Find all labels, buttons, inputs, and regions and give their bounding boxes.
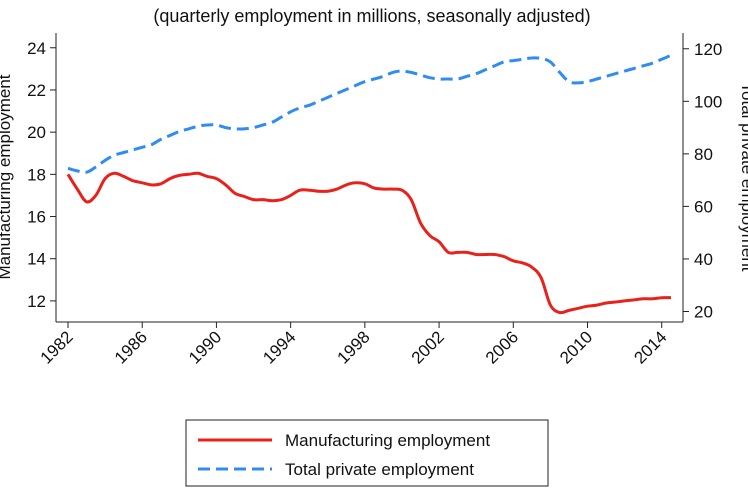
right-tick-label: 100 <box>694 92 722 111</box>
legend-box <box>185 419 549 487</box>
x-tick-label: 1990 <box>185 327 225 367</box>
left-tick-label: 16 <box>27 208 46 227</box>
x-tick-label: 1998 <box>334 327 374 367</box>
left-tick-label: 14 <box>27 250 46 269</box>
x-tick-label: 2014 <box>630 327 670 367</box>
left-axis-ticks: 12 14 16 18 20 22 24 <box>27 39 56 311</box>
left-tick-label: 24 <box>27 39 46 58</box>
right-tick-label: 60 <box>694 197 713 216</box>
left-tick-label: 22 <box>27 81 46 100</box>
legend-label-total-private: Total private employment <box>285 460 474 479</box>
left-tick-label: 12 <box>27 292 46 311</box>
x-tick-label: 2002 <box>408 327 448 367</box>
right-axis-title: Total private employment <box>738 83 748 272</box>
x-tick-label: 1994 <box>259 327 299 367</box>
left-tick-label: 20 <box>27 123 46 142</box>
left-axis-title: Manufacturing employment <box>0 74 14 279</box>
legend: Manufacturing employment Total private e… <box>185 419 549 487</box>
x-tick-label: 1986 <box>111 327 151 367</box>
x-axis-ticks: 1982 1986 1990 1994 1998 2002 2006 2010 2014 <box>37 322 671 368</box>
legend-label-manufacturing: Manufacturing employment <box>285 431 490 450</box>
plot-axes <box>55 33 684 323</box>
x-tick-label: 2010 <box>556 327 596 367</box>
right-tick-label: 120 <box>694 40 722 59</box>
chart-subtitle: (quarterly employment in millions, seaso… <box>153 6 590 26</box>
right-axis-ticks: 20 40 60 80 100 120 <box>683 40 722 321</box>
left-tick-label: 18 <box>27 165 46 184</box>
x-tick-label: 1982 <box>37 327 77 367</box>
series-layer <box>66 53 672 315</box>
series-line-manufacturing <box>66 171 672 315</box>
right-tick-label: 80 <box>694 145 713 164</box>
right-tick-label: 40 <box>694 250 713 269</box>
x-tick-label: 2006 <box>482 327 522 367</box>
series-line-total-private <box>67 53 672 174</box>
right-tick-label: 20 <box>694 302 713 321</box>
